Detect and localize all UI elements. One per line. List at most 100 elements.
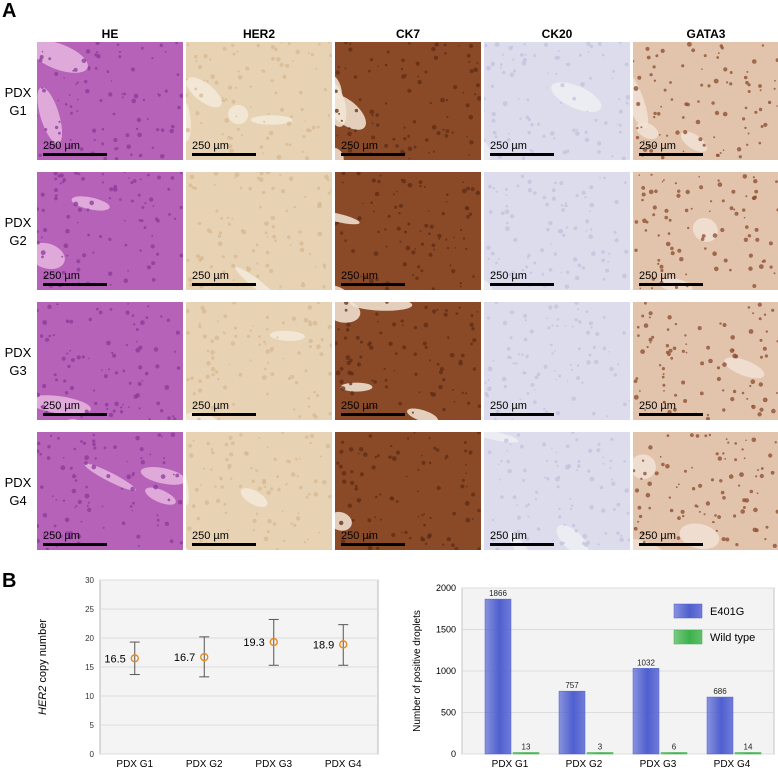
bar-value-label: 686 [713, 687, 727, 696]
scale-bar: 250 µm [43, 400, 107, 416]
x-category-label: PDX G1 [492, 759, 529, 770]
legend-label: Wild type [710, 632, 755, 644]
y-tick-label: 0 [90, 750, 95, 759]
scale-bar: 250 µm [639, 140, 703, 156]
micrograph-ck7-row-4: 250 µm [335, 432, 481, 550]
scale-bar-label: 250 µm [192, 270, 256, 282]
panel-b-letter: B [2, 570, 16, 593]
scale-bar-label: 250 µm [192, 530, 256, 542]
scale-bar-line [639, 413, 703, 416]
bar-value-label: 757 [565, 681, 579, 690]
scale-bar: 250 µm [639, 400, 703, 416]
y-tick-label: 1500 [436, 625, 456, 635]
scale-bar: 250 µm [192, 530, 256, 546]
scale-bar: 250 µm [341, 140, 405, 156]
scale-bar-line [43, 283, 107, 286]
micrograph-ck7-row-3: 250 µm [335, 302, 481, 420]
scale-bar-line [341, 283, 405, 286]
scale-bar: 250 µm [341, 400, 405, 416]
scale-bar: 250 µm [43, 140, 107, 156]
x-category-label: PDX G2 [186, 759, 223, 770]
y-tick-label: 10 [85, 692, 94, 701]
scale-bar-line [490, 413, 554, 416]
bar-value-label: 1866 [489, 589, 507, 598]
scale-bar: 250 µm [490, 270, 554, 286]
y-tick-label: 2000 [436, 583, 456, 593]
scale-bar-label: 250 µm [43, 270, 107, 282]
micrograph-ck20-row-3: 250 µm [484, 302, 630, 420]
scale-bar-label: 250 µm [43, 140, 107, 152]
data-label: 16.5 [104, 653, 125, 665]
y-tick-label: 30 [85, 576, 94, 585]
scale-bar: 250 µm [490, 140, 554, 156]
scale-bar-line [490, 283, 554, 286]
scale-bar-label: 250 µm [192, 400, 256, 412]
bar-e401g [707, 697, 733, 754]
scale-bar-label: 250 µm [341, 270, 405, 282]
scale-bar-line [639, 543, 703, 546]
y-tick-label: 500 [441, 708, 456, 718]
bar-value-label: 1032 [637, 658, 655, 667]
scale-bar: 250 µm [341, 530, 405, 546]
scale-bar-line [192, 153, 256, 156]
scale-bar-label: 250 µm [341, 140, 405, 152]
bar-wild-type [513, 753, 539, 755]
scale-bar-label: 250 µm [639, 530, 703, 542]
column-header-he: HE [37, 27, 183, 41]
scale-bar-label: 250 µm [639, 270, 703, 282]
column-header-ck20: CK20 [484, 27, 630, 41]
x-category-label: PDX G4 [325, 759, 362, 770]
micrograph-ck20-row-1: 250 µm [484, 42, 630, 160]
bar-value-label: 14 [744, 743, 753, 752]
data-label: 19.3 [243, 637, 264, 649]
micrograph-ck7-row-2: 250 µm [335, 172, 481, 290]
scale-bar-line [192, 543, 256, 546]
scale-bar-line [490, 543, 554, 546]
y-tick-label: 5 [90, 721, 95, 730]
scale-bar-line [192, 413, 256, 416]
scale-bar-label: 250 µm [43, 530, 107, 542]
micrograph-gata3-row-1: 250 µm [633, 42, 778, 160]
scale-bar-label: 250 µm [490, 140, 554, 152]
scale-bar-line [341, 543, 405, 546]
bar-wild-type [735, 753, 761, 755]
micrograph-he-row-3: 250 µm [37, 302, 183, 420]
scale-bar-label: 250 µm [490, 270, 554, 282]
micrograph-ck20-row-4: 250 µm [484, 432, 630, 550]
bar-value-label: 6 [672, 743, 677, 752]
column-header-her2: HER2 [186, 27, 332, 41]
column-header-ck7: CK7 [335, 27, 481, 41]
bar-e401g [485, 599, 511, 754]
scale-bar-label: 250 µm [43, 400, 107, 412]
scale-bar-label: 250 µm [639, 400, 703, 412]
scale-bar: 250 µm [192, 400, 256, 416]
legend-swatch [674, 604, 702, 618]
y-tick-label: 0 [451, 749, 456, 759]
scale-bar-line [639, 153, 703, 156]
micrograph-he-row-4: 250 µm [37, 432, 183, 550]
legend-swatch [674, 630, 702, 644]
micrograph-gata3-row-2: 250 µm [633, 172, 778, 290]
x-category-label: PDX G2 [566, 759, 603, 770]
scale-bar: 250 µm [490, 400, 554, 416]
micrograph-her2-row-2: 250 µm [186, 172, 332, 290]
scale-bar: 250 µm [43, 270, 107, 286]
scale-bar-label: 250 µm [639, 140, 703, 152]
x-category-label: PDX G3 [640, 759, 677, 770]
micrograph-he-row-2: 250 µm [37, 172, 183, 290]
x-category-label: PDX G3 [255, 759, 292, 770]
micrograph-gata3-row-3: 250 µm [633, 302, 778, 420]
bar-wild-type [661, 753, 687, 755]
y-tick-label: 25 [85, 605, 94, 614]
panel-a-letter: A [2, 0, 16, 23]
data-label: 18.9 [313, 639, 334, 651]
micrograph-her2-row-3: 250 µm [186, 302, 332, 420]
micrograph-ck7-row-1: 250 µm [335, 42, 481, 160]
x-category-label: PDX G4 [714, 759, 751, 770]
x-category-label: PDX G1 [116, 759, 153, 770]
